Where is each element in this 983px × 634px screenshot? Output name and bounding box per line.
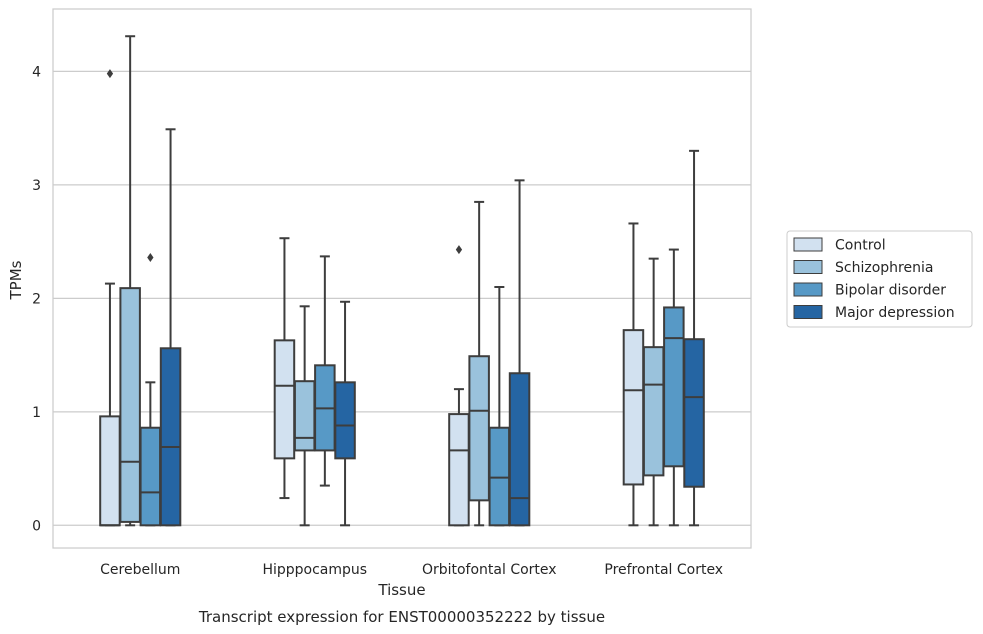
legend-swatch — [793, 260, 823, 274]
box-bipolar-disorder — [314, 255, 336, 487]
outlier-marker — [106, 69, 114, 79]
legend-label: Control — [835, 238, 886, 254]
legend-item: Control — [793, 237, 886, 254]
box-iqr — [642, 346, 665, 477]
box-iqr — [139, 426, 162, 527]
y-tick-labels: 0 1 2 3 4 — [32, 64, 41, 534]
legend-frame — [786, 230, 973, 328]
legend-label: Major depression — [835, 305, 955, 321]
x-axis-title: Tissue — [377, 581, 425, 599]
legend-item: Schizophrenia — [793, 260, 933, 276]
x-tick-label: Prefrontal Cortex — [604, 562, 723, 578]
legend-item: Bipolar disorder — [793, 282, 946, 299]
box-schizophrenia — [293, 305, 316, 527]
box-iqr — [119, 287, 141, 523]
box-iqr — [99, 415, 121, 527]
box-control — [622, 222, 645, 527]
box-iqr — [622, 329, 645, 486]
box-iqr — [293, 380, 316, 452]
box-major-depression — [334, 300, 356, 527]
x-tick-label: Orbitofontal Cortex — [422, 562, 557, 578]
legend-swatch — [793, 305, 823, 319]
legend-label: Bipolar disorder — [835, 283, 946, 299]
box-iqr — [683, 338, 705, 488]
box-iqr — [488, 426, 511, 527]
box-iqr — [334, 381, 356, 460]
legend-swatch — [793, 282, 823, 297]
outlier-marker — [147, 253, 154, 263]
box-groups — [99, 35, 705, 527]
x-tick-label: Hipppocampus — [262, 562, 367, 578]
y-tick-label: 4 — [32, 64, 41, 80]
box-control — [273, 237, 296, 500]
y-axis-title: TPMs — [7, 260, 25, 300]
box-control — [448, 245, 470, 527]
box-bipolar-disorder — [488, 286, 511, 527]
box-bipolar-disorder — [663, 248, 685, 527]
box-iqr — [448, 413, 470, 527]
plot-area-frame — [52, 8, 752, 549]
box-bipolar-disorder — [139, 253, 162, 527]
box-major-depression — [508, 179, 531, 527]
legend-label: Schizophrenia — [835, 260, 933, 276]
y-tick-label: 0 — [32, 518, 41, 534]
legend-item: Major depression — [793, 305, 955, 321]
legend-swatch — [793, 237, 823, 252]
y-tick-label: 2 — [32, 291, 41, 307]
box-iqr — [663, 306, 685, 468]
chart-caption: Transcript expression for ENST0000035222… — [198, 608, 605, 626]
box-schizophrenia — [468, 200, 490, 527]
box-major-depression — [159, 128, 182, 527]
box-schizophrenia — [642, 257, 665, 527]
legend: Control Schizophrenia Bipolar disorder Majo… — [786, 230, 973, 328]
box-iqr — [273, 339, 296, 460]
y-tick-label: 1 — [32, 405, 41, 421]
box-iqr — [159, 347, 182, 527]
box-major-depression — [683, 149, 705, 527]
x-tick-label: Cerebellum — [100, 562, 180, 578]
y-tick-label: 3 — [32, 178, 41, 194]
x-tick-labels: Cerebellum Hipppocampus Orbitofontal Corte… — [100, 562, 723, 578]
box-schizophrenia — [119, 35, 141, 527]
outlier-marker — [455, 245, 463, 255]
box-control — [99, 69, 121, 527]
box-iqr — [468, 355, 490, 502]
box-iqr — [508, 372, 531, 527]
